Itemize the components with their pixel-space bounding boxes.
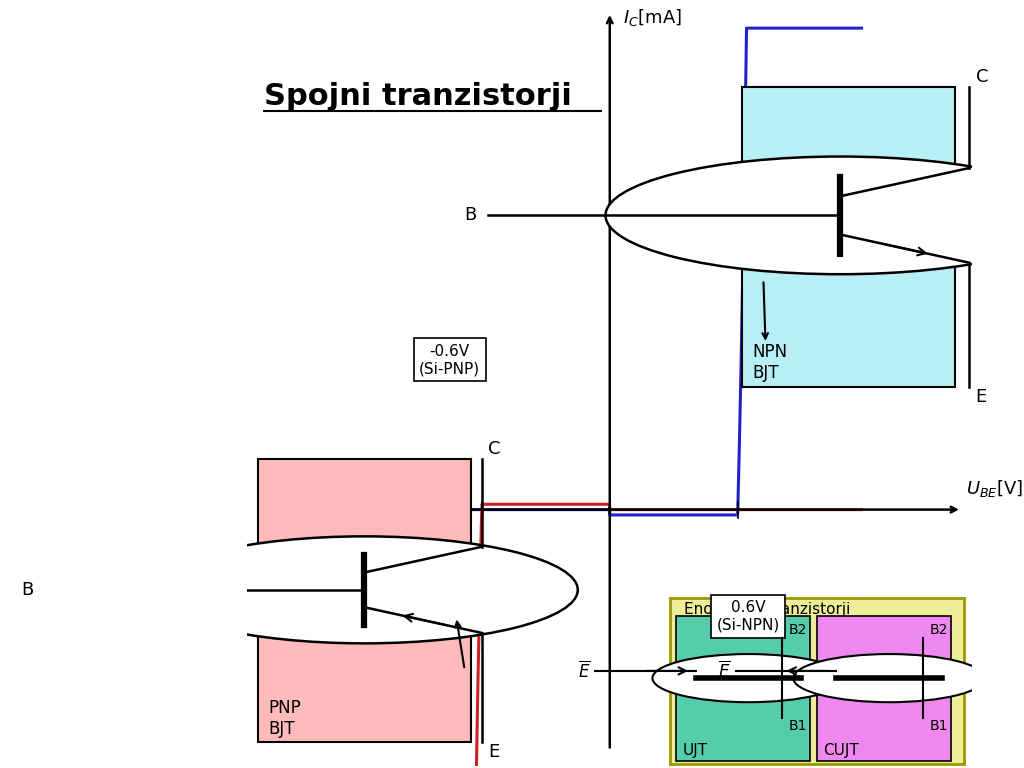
Text: NPN
BJT: NPN BJT — [753, 343, 787, 382]
Bar — [258, 458, 471, 743]
Text: $I_C$[mA]: $I_C$[mA] — [623, 7, 682, 28]
Text: -0.6V
(Si-PNP): -0.6V (Si-PNP) — [419, 343, 480, 376]
Text: C: C — [976, 68, 988, 86]
Text: Spojni tranzistorji: Spojni tranzistorji — [264, 81, 572, 111]
Circle shape — [151, 536, 578, 644]
Bar — [670, 598, 964, 763]
Text: C: C — [488, 440, 501, 458]
Text: CUJT: CUJT — [823, 743, 859, 758]
Text: B2: B2 — [788, 623, 807, 637]
Bar — [817, 615, 951, 761]
Bar — [676, 615, 810, 761]
Text: PNP
BJT: PNP BJT — [268, 699, 301, 738]
Bar — [742, 87, 955, 386]
Text: Eno-spojni tranzistorji: Eno-spojni tranzistorji — [684, 601, 851, 617]
Text: B: B — [464, 207, 476, 224]
Circle shape — [605, 157, 1024, 274]
Text: B: B — [22, 581, 34, 599]
Text: E: E — [976, 388, 987, 406]
Circle shape — [652, 654, 845, 702]
Text: UJT: UJT — [682, 743, 708, 758]
Text: $\overline{E}$: $\overline{E}$ — [578, 660, 590, 681]
Text: $U_{BE}$[V]: $U_{BE}$[V] — [966, 478, 1023, 499]
Text: B1: B1 — [930, 720, 948, 733]
Circle shape — [794, 654, 985, 702]
Text: $\overline{E}$: $\overline{E}$ — [719, 660, 731, 681]
Text: B1: B1 — [788, 720, 807, 733]
Text: E: E — [488, 743, 500, 761]
Text: 0.6V
(Si-NPN): 0.6V (Si-NPN) — [717, 601, 780, 633]
Text: B2: B2 — [930, 623, 947, 637]
